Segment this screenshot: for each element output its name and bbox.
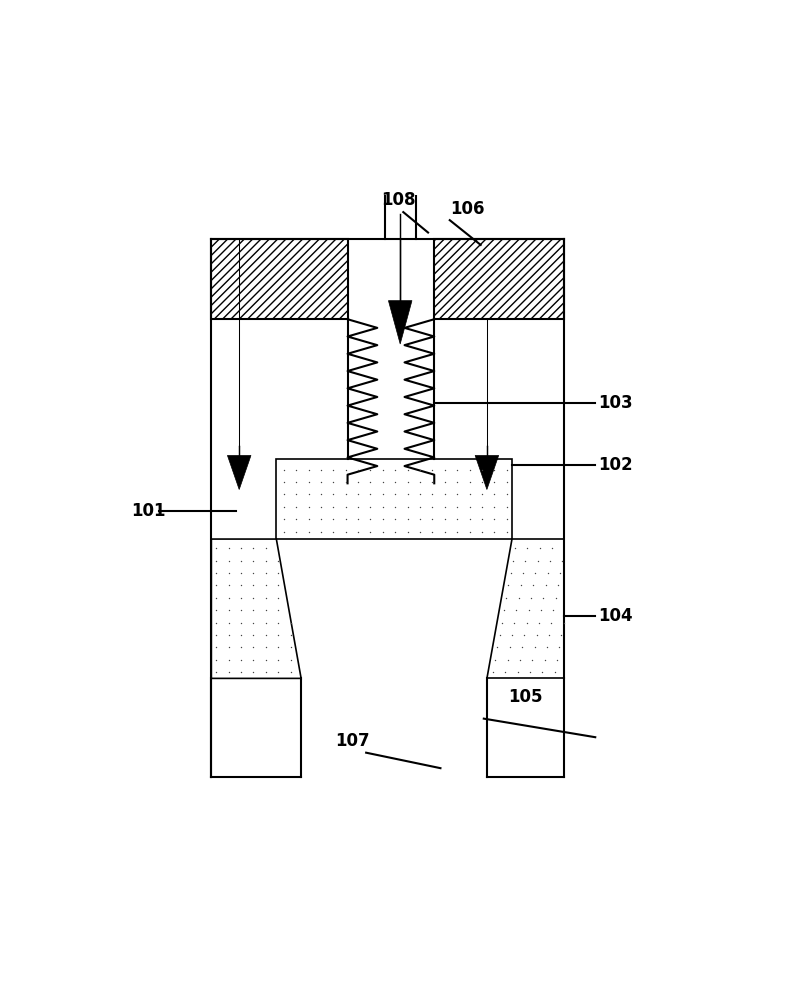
- Text: 108: 108: [382, 191, 416, 209]
- Polygon shape: [211, 539, 301, 678]
- Text: 104: 104: [598, 607, 633, 625]
- Text: 105: 105: [509, 688, 543, 706]
- Text: 101: 101: [131, 502, 165, 520]
- Text: 106: 106: [450, 200, 484, 218]
- Polygon shape: [388, 301, 412, 344]
- Polygon shape: [435, 239, 564, 319]
- Text: 103: 103: [598, 394, 633, 412]
- Polygon shape: [276, 459, 511, 539]
- Polygon shape: [211, 239, 348, 319]
- Polygon shape: [487, 539, 564, 678]
- Text: 107: 107: [336, 732, 370, 750]
- Text: 102: 102: [598, 456, 633, 474]
- Polygon shape: [475, 455, 499, 490]
- Polygon shape: [228, 455, 251, 490]
